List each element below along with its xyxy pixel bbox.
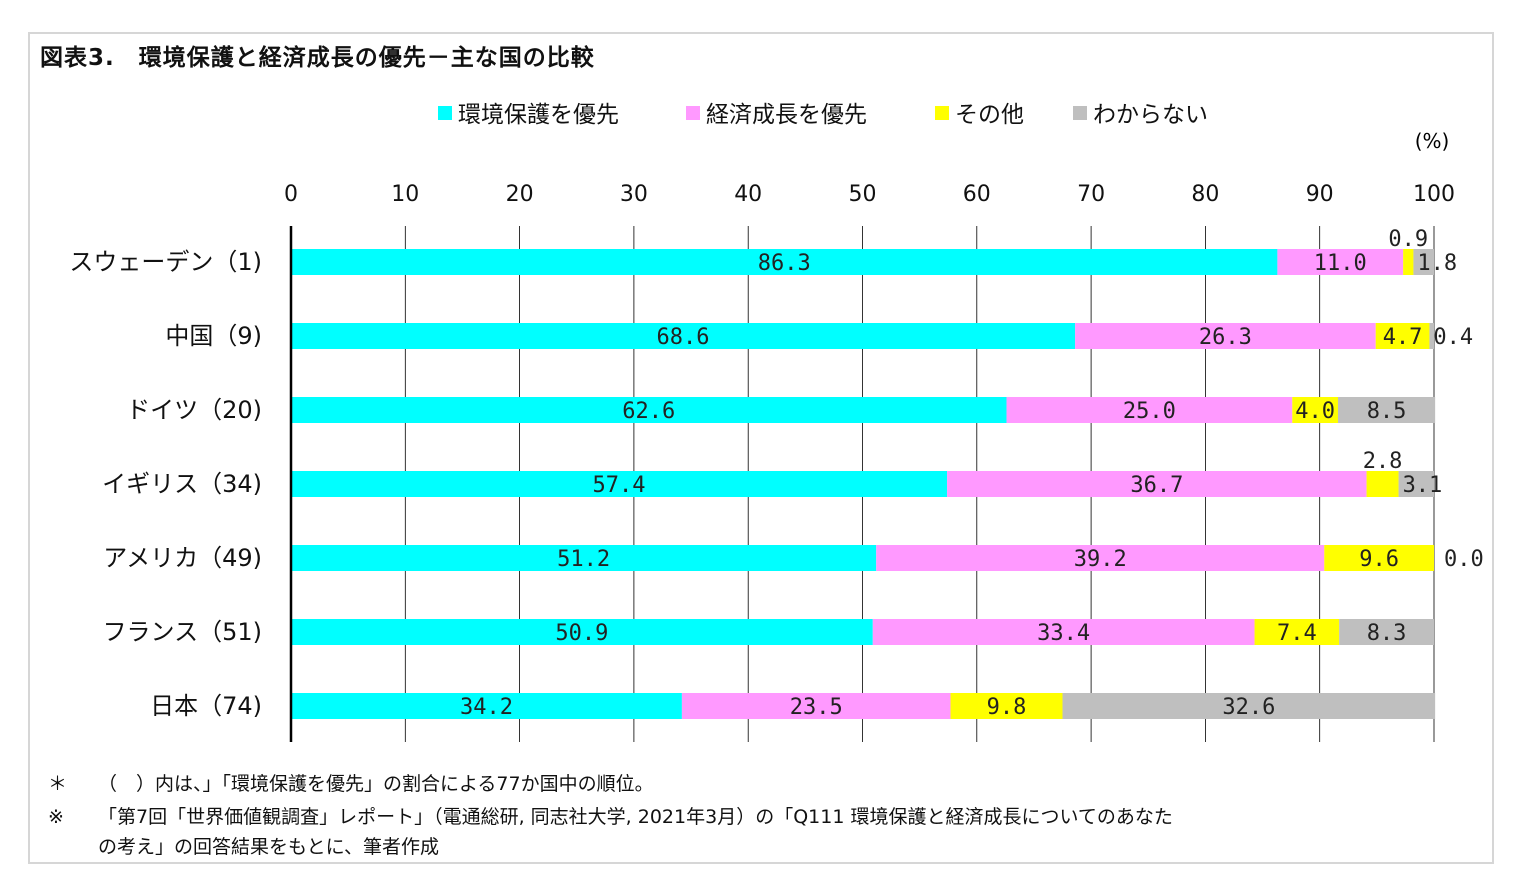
bar-7-2 <box>681 693 951 719</box>
data-label-4-2: 36.7 <box>1130 473 1183 498</box>
bar-6-4 <box>1339 619 1434 645</box>
bar-5-3 <box>1324 545 1434 571</box>
category-labels: スウェーデン（1) 中国（9) ドイツ（20) イギリス（34) アメリカ（49) フラン… <box>69 248 262 720</box>
data-label-3-1: 62.6 <box>622 399 675 424</box>
category-label-5: アメリカ（49) <box>103 544 262 572</box>
unit-label: (%) <box>1415 129 1450 153</box>
legend-swatch-4 <box>1073 106 1087 120</box>
x-tick-label-80: 80 <box>1191 182 1219 207</box>
data-label-4-3: 2.8 <box>1363 449 1403 474</box>
bar-6-2 <box>872 619 1255 645</box>
bar-4-1 <box>291 471 948 497</box>
x-tick-label-70: 70 <box>1077 182 1105 207</box>
x-tick-label-100: 100 <box>1413 182 1455 207</box>
data-label-1-2: 11.0 <box>1314 251 1367 276</box>
legend-swatch-2 <box>686 106 700 120</box>
category-label-1: スウェーデン（1) <box>69 248 262 276</box>
bars: 86.3 11.0 0.91.8 68.6 26.3 4.7 0.4 62.6 25.0 4.0 8… <box>291 227 1484 720</box>
footnote-1-text: （ ）内は、」「環境保護を優先」の割合による77か国中の順位。 <box>98 773 654 795</box>
chart-title: 図表3. 環境保護と経済成長の優先－主な国の比較 <box>40 45 595 71</box>
data-label-2-3: 4.7 <box>1383 325 1423 350</box>
data-label-3-3: 4.0 <box>1295 399 1335 424</box>
category-label-2: 中国（9) <box>165 322 262 350</box>
bar-3-3 <box>1292 397 1338 423</box>
legend-label-3: その他 <box>955 102 1024 128</box>
data-label-1-4: 1.8 <box>1417 251 1457 276</box>
x-tick-label-30: 30 <box>620 182 648 207</box>
footnote-1-mark: ＊ <box>48 773 68 795</box>
data-label-1-1: 86.3 <box>758 251 811 276</box>
bar-4-3 <box>1366 471 1399 497</box>
category-label-6: フランス（51) <box>103 618 262 646</box>
legend-swatch-3 <box>935 106 949 120</box>
footnote-2: ※ 「第7回「世界価値観調査」レポート」（電通総研, 同志社大学, 2021年3月… <box>48 803 1173 831</box>
data-label-6-2: 33.4 <box>1037 621 1090 646</box>
legend: 環境保護を優先 経済成長を優先 その他 わからない <box>438 102 1208 128</box>
bar-7-4 <box>1062 693 1436 719</box>
bar-2-1 <box>291 323 1076 349</box>
bar-7-1 <box>291 693 682 719</box>
footnote-3-text: の考え」の回答結果をもとに、筆者作成 <box>98 836 440 858</box>
bar-1-4 <box>1413 249 1434 275</box>
bar-6-3 <box>1254 619 1340 645</box>
bar-1-2 <box>1277 249 1404 275</box>
category-label-4: イギリス（34) <box>102 470 262 498</box>
bar-3-4 <box>1337 397 1436 423</box>
bar-5-2 <box>876 545 1325 571</box>
data-label-3-2: 25.0 <box>1123 399 1176 424</box>
footnote-2-mark: ※ <box>48 806 64 828</box>
bar-2-3 <box>1375 323 1430 349</box>
footnote-3: の考え」の回答結果をもとに、筆者作成 <box>48 833 439 861</box>
data-label-2-4: 0.4 <box>1433 325 1473 350</box>
data-label-5-1: 51.2 <box>557 547 610 572</box>
bar-2-2 <box>1075 323 1376 349</box>
x-tick-label-90: 90 <box>1306 182 1334 207</box>
data-label-3-4: 8.5 <box>1367 399 1407 424</box>
category-label-7: 日本（74) <box>150 692 262 720</box>
data-label-2-1: 68.6 <box>657 325 710 350</box>
bar-2-4 <box>1429 323 1434 349</box>
footnote-1: ＊ （ ）内は、」「環境保護を優先」の割合による77か国中の順位。 <box>48 770 654 798</box>
data-label-7-2: 23.5 <box>790 695 843 720</box>
bar-5-1 <box>291 545 877 571</box>
x-tick-labels: 0 10 20 30 40 50 60 70 80 90 100 <box>284 182 1455 207</box>
data-label-4-1: 57.4 <box>593 473 646 498</box>
category-label-3: ドイツ（20) <box>126 396 262 424</box>
bar-3-2 <box>1006 397 1293 423</box>
data-label-4-4: 3.1 <box>1403 473 1443 498</box>
bar-3-1 <box>291 397 1007 423</box>
x-tick-label-10: 10 <box>391 182 419 207</box>
data-label-5-4: 0.0 <box>1444 547 1484 572</box>
x-tick-label-0: 0 <box>284 182 298 207</box>
data-label-5-3: 9.6 <box>1359 547 1399 572</box>
data-label-5-2: 39.2 <box>1074 547 1127 572</box>
bar-7-3 <box>950 693 1063 719</box>
x-tick-label-60: 60 <box>963 182 991 207</box>
bar-4-2 <box>947 471 1367 497</box>
chart-frame <box>28 32 1494 864</box>
x-tick-label-40: 40 <box>734 182 762 207</box>
data-label-1-3: 0.9 <box>1388 227 1428 252</box>
bar-6-1 <box>291 619 873 645</box>
data-label-6-1: 50.9 <box>555 621 608 646</box>
x-tick-label-20: 20 <box>506 182 534 207</box>
data-label-7-1: 34.2 <box>460 695 513 720</box>
bar-1-3 <box>1403 249 1414 275</box>
legend-swatch-1 <box>438 106 452 120</box>
data-label-7-4: 32.6 <box>1222 695 1275 720</box>
footnote-2-text: 「第7回「世界価値観調査」レポート」（電通総研, 同志社大学, 2021年3月）… <box>98 806 1173 828</box>
x-tick-label-50: 50 <box>849 182 877 207</box>
legend-label-2: 経済成長を優先 <box>706 102 867 128</box>
legend-label-4: わからない <box>1093 102 1208 128</box>
data-label-6-3: 7.4 <box>1277 621 1317 646</box>
bar-4-4 <box>1398 471 1434 497</box>
legend-label-1: 環境保護を優先 <box>458 102 619 128</box>
data-label-2-2: 26.3 <box>1199 325 1252 350</box>
data-label-6-4: 8.3 <box>1367 621 1407 646</box>
bar-1-1 <box>291 249 1278 275</box>
data-label-7-3: 9.8 <box>987 695 1027 720</box>
